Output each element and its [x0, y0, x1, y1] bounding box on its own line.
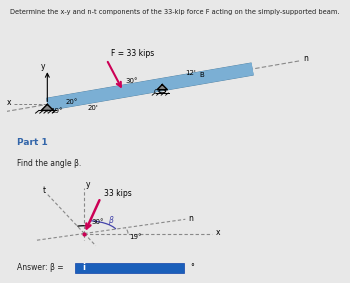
- Text: β: β: [108, 216, 113, 225]
- Text: B: B: [199, 72, 204, 78]
- Text: n: n: [303, 54, 308, 63]
- Text: Answer: β =: Answer: β =: [17, 263, 66, 272]
- Text: t: t: [42, 186, 46, 195]
- Text: F = 33 kips: F = 33 kips: [112, 49, 155, 58]
- Polygon shape: [157, 85, 167, 90]
- Text: i: i: [82, 263, 85, 272]
- Text: 30°: 30°: [92, 219, 104, 225]
- Text: °: °: [190, 263, 194, 272]
- Text: 33 kips: 33 kips: [104, 189, 132, 198]
- Text: n: n: [189, 214, 194, 223]
- Text: C: C: [154, 89, 159, 95]
- Polygon shape: [41, 104, 53, 110]
- Text: 20°: 20°: [66, 98, 78, 104]
- Text: x: x: [215, 228, 220, 237]
- Text: Part 1: Part 1: [17, 138, 48, 147]
- Text: y: y: [86, 180, 90, 189]
- Text: 30°: 30°: [126, 78, 138, 83]
- Text: Determine the x-y and n-t components of the 33-kip force F acting on the simply-: Determine the x-y and n-t components of …: [10, 9, 340, 15]
- Text: 19°: 19°: [130, 234, 142, 240]
- Text: Find the angle β.: Find the angle β.: [17, 159, 81, 168]
- FancyBboxPatch shape: [75, 263, 184, 273]
- Text: 19°: 19°: [50, 108, 63, 114]
- Text: 20': 20': [88, 105, 98, 111]
- Text: x: x: [7, 98, 12, 107]
- Text: y: y: [41, 61, 45, 70]
- Text: 12': 12': [186, 70, 196, 76]
